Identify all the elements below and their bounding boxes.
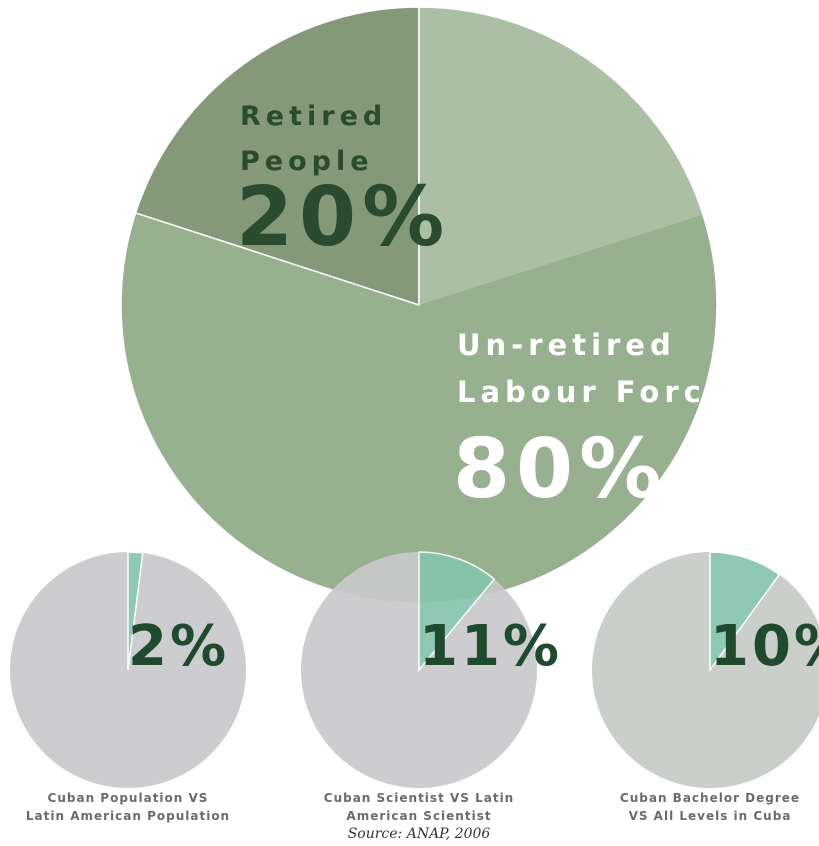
caption: VS All Levels in Cuba xyxy=(629,809,792,823)
highlight xyxy=(419,7,703,305)
pie-background xyxy=(592,552,819,788)
value-label: 2% xyxy=(128,614,229,679)
caption: Cuban Bachelor Degree xyxy=(620,791,800,805)
caption: Cuban Population VS xyxy=(48,791,209,805)
value-label: 11% xyxy=(419,614,562,679)
caption: American Scientist xyxy=(346,809,491,823)
pie xyxy=(301,551,537,788)
value-label: 20% xyxy=(236,170,450,265)
value-label: 80% xyxy=(453,422,667,517)
slice-label: Un-retired xyxy=(457,328,676,362)
pie-slice xyxy=(134,6,420,307)
value-label: 10% xyxy=(710,614,819,679)
caption: Cuban Scientist VS Latin xyxy=(324,791,514,805)
caption: Latin American Population xyxy=(26,809,230,823)
slice-label: People xyxy=(240,146,374,177)
pie-slice xyxy=(120,6,718,604)
pie-slice xyxy=(127,551,144,671)
pie xyxy=(120,6,718,604)
pie xyxy=(592,551,819,788)
slice-label: Labour Force xyxy=(457,375,731,409)
slice-label: Retired xyxy=(240,101,387,132)
pie-slice xyxy=(418,551,496,673)
pie xyxy=(10,551,246,788)
source: Source: ANAP, 2006 xyxy=(348,826,491,842)
pie-slice xyxy=(709,551,781,673)
